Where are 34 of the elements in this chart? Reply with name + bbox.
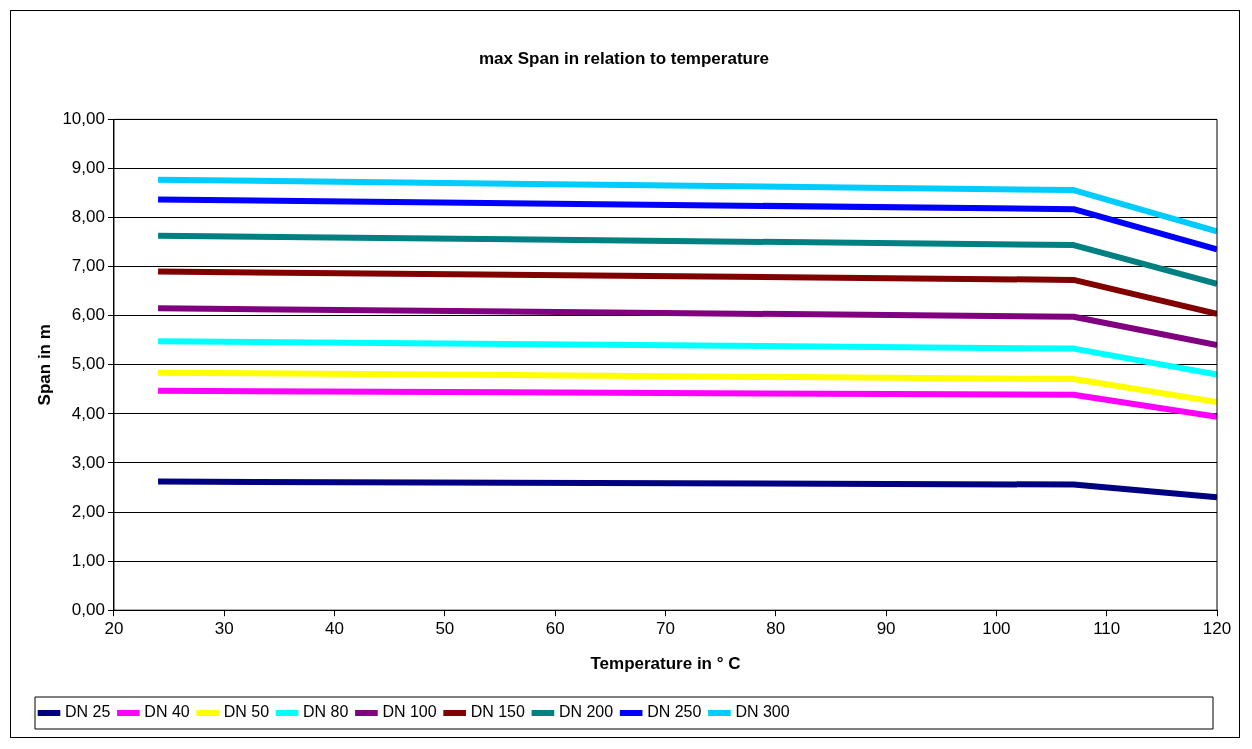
y-tick-label: 5,00 [71,354,105,374]
x-tick-label: 20 [104,619,124,639]
legend-label: DN 100 [382,703,437,721]
x-tick-label: 100 [982,619,1011,639]
y-tick-label: 4,00 [71,403,105,423]
y-axis-title: Span in m [34,324,54,406]
y-tick-label: 7,00 [71,256,105,276]
x-tick-label: 30 [214,619,234,639]
legend-label: DN 50 [223,703,270,721]
chart-title: max Span in relation to temperature [478,48,770,68]
x-tick-label: 60 [545,619,565,639]
legend-label: DN 250 [647,703,702,721]
legend-label: DN 40 [144,703,190,721]
x-tick-label: 80 [766,619,786,639]
legend-label: DN 150 [470,703,526,721]
y-tick-label: 9,00 [71,158,105,178]
x-tick-label: 50 [435,619,455,639]
x-tick-label: 120 [1202,619,1232,639]
x-axis-title: Temperature in ° C [590,654,741,674]
y-tick-label: 0,00 [71,599,105,619]
x-tick-label: 40 [325,619,345,639]
y-tick-label: 3,00 [71,452,105,472]
x-tick-label: 110 [1093,619,1121,639]
x-tick-label: 90 [876,619,896,639]
legend-label: DN 300 [735,703,790,721]
y-tick-label: 10,00 [62,109,105,129]
legend-label: DN 80 [303,703,349,721]
y-tick-label: 2,00 [71,501,105,521]
y-tick-label: 8,00 [71,207,105,227]
y-tick-label: 1,00 [71,550,105,570]
y-tick-label: 6,00 [71,305,105,325]
legend-label: DN 200 [558,703,614,721]
x-tick-label: 70 [656,619,675,639]
legend-label: DN 25 [65,703,111,721]
